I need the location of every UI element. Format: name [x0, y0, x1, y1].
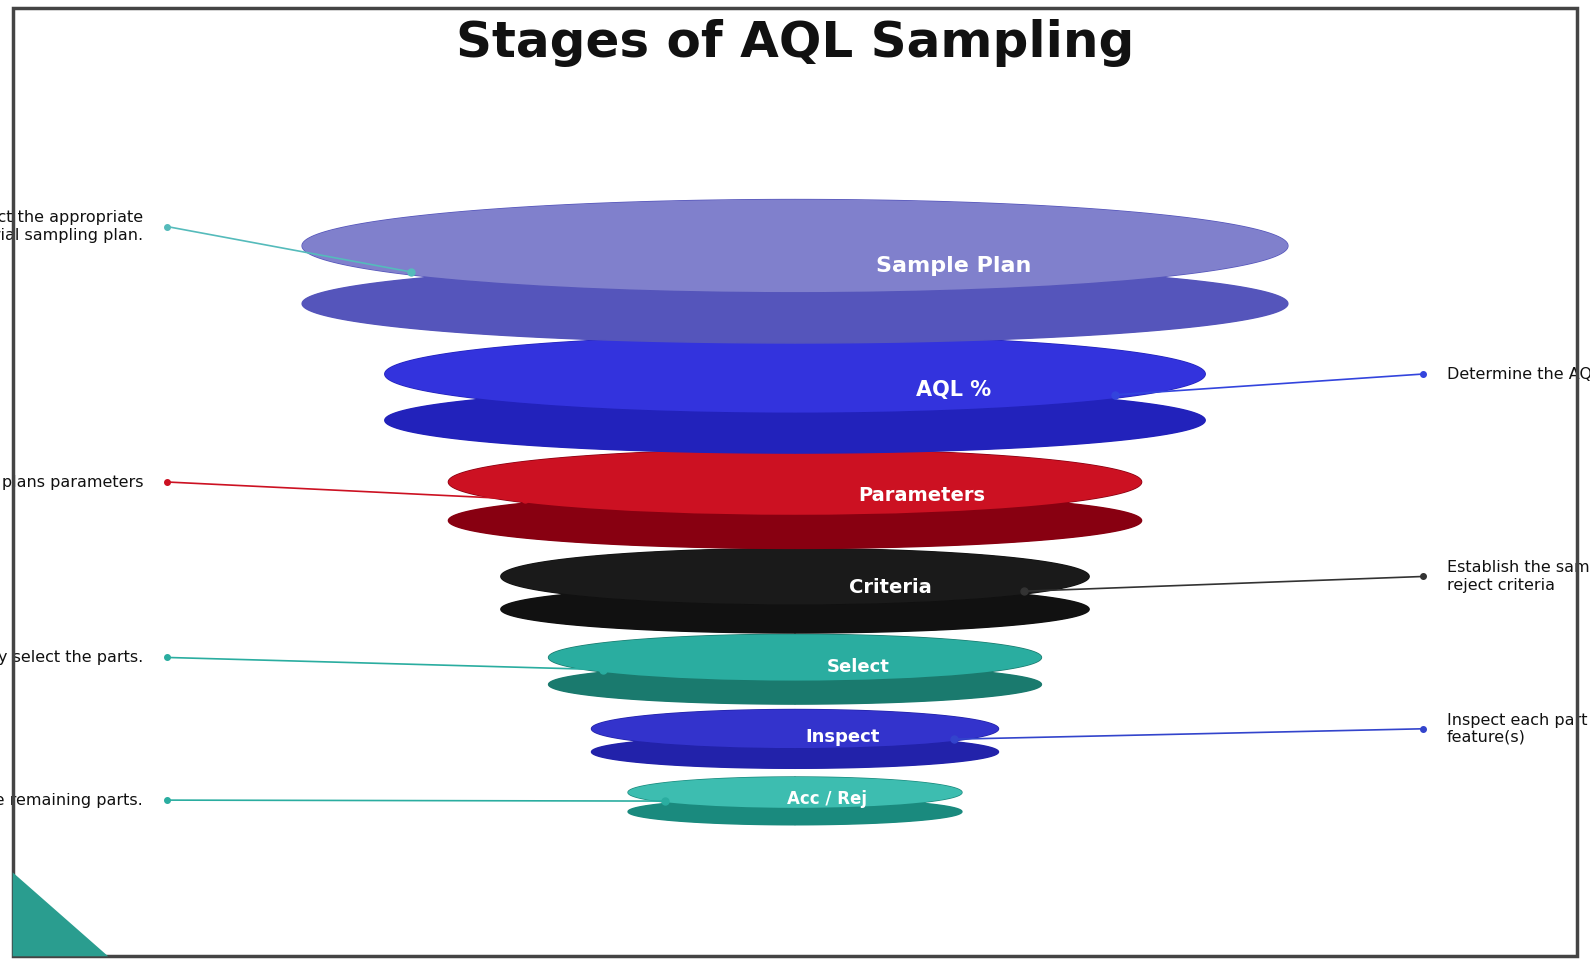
Ellipse shape	[591, 736, 999, 768]
Ellipse shape	[385, 335, 1205, 413]
Polygon shape	[795, 200, 1288, 343]
Polygon shape	[448, 449, 795, 549]
Ellipse shape	[628, 777, 962, 808]
Text: Stages of AQL Sampling: Stages of AQL Sampling	[456, 19, 1134, 67]
Text: Establish the sample size, accept and
reject criteria: Establish the sample size, accept and re…	[1447, 560, 1590, 593]
Text: Parameters: Parameters	[859, 486, 986, 505]
Polygon shape	[591, 710, 795, 768]
Polygon shape	[795, 549, 1089, 633]
Ellipse shape	[448, 493, 1142, 549]
Polygon shape	[628, 777, 795, 825]
Polygon shape	[795, 777, 962, 825]
Ellipse shape	[628, 798, 962, 825]
Text: Inspect each part for the given
feature(s): Inspect each part for the given feature(…	[1447, 712, 1590, 745]
Ellipse shape	[385, 388, 1205, 453]
Ellipse shape	[549, 665, 1041, 704]
Ellipse shape	[448, 449, 1142, 515]
Polygon shape	[501, 549, 795, 633]
Polygon shape	[795, 710, 999, 768]
Polygon shape	[385, 335, 795, 453]
Text: Determine the AQL %: Determine the AQL %	[1447, 366, 1590, 382]
Text: Randomly select the parts.: Randomly select the parts.	[0, 650, 143, 665]
Ellipse shape	[302, 200, 1288, 292]
Ellipse shape	[549, 634, 1041, 681]
Polygon shape	[549, 634, 795, 704]
Ellipse shape	[501, 549, 1089, 604]
Text: Accept or Reject the remaining parts.: Accept or Reject the remaining parts.	[0, 792, 143, 808]
Text: Sample Plan: Sample Plan	[876, 256, 1032, 276]
Ellipse shape	[501, 585, 1089, 633]
Polygon shape	[302, 200, 795, 343]
Text: Acc / Rej: Acc / Rej	[787, 790, 867, 808]
Text: Select: Select	[827, 657, 890, 676]
Polygon shape	[795, 634, 1041, 704]
Polygon shape	[795, 449, 1142, 549]
Text: First select the appropriate
industrial sampling plan.: First select the appropriate industrial …	[0, 210, 143, 243]
Ellipse shape	[302, 264, 1288, 343]
Text: Inspect: Inspect	[806, 728, 879, 746]
Ellipse shape	[591, 710, 999, 748]
Text: Criteria: Criteria	[849, 578, 932, 598]
Text: AQL %: AQL %	[916, 380, 992, 400]
Polygon shape	[13, 872, 108, 956]
Polygon shape	[795, 335, 1205, 453]
Text: Decide the sampling plans parameters: Decide the sampling plans parameters	[0, 474, 143, 490]
